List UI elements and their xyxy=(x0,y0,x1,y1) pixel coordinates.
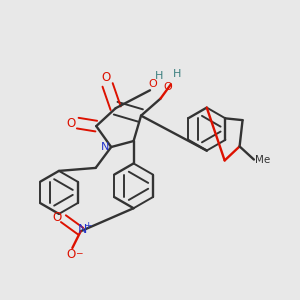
Text: H: H xyxy=(155,71,164,81)
Text: H: H xyxy=(173,69,181,79)
Text: O: O xyxy=(52,211,62,224)
Text: N: N xyxy=(77,223,87,236)
Text: −: − xyxy=(75,248,82,257)
Text: O: O xyxy=(67,117,76,130)
Text: O: O xyxy=(164,82,172,92)
Text: +: + xyxy=(84,221,92,230)
Text: O: O xyxy=(101,71,111,84)
Text: N: N xyxy=(101,142,110,152)
Text: Me: Me xyxy=(255,154,270,165)
Text: O: O xyxy=(66,248,76,261)
Text: O: O xyxy=(148,79,158,89)
